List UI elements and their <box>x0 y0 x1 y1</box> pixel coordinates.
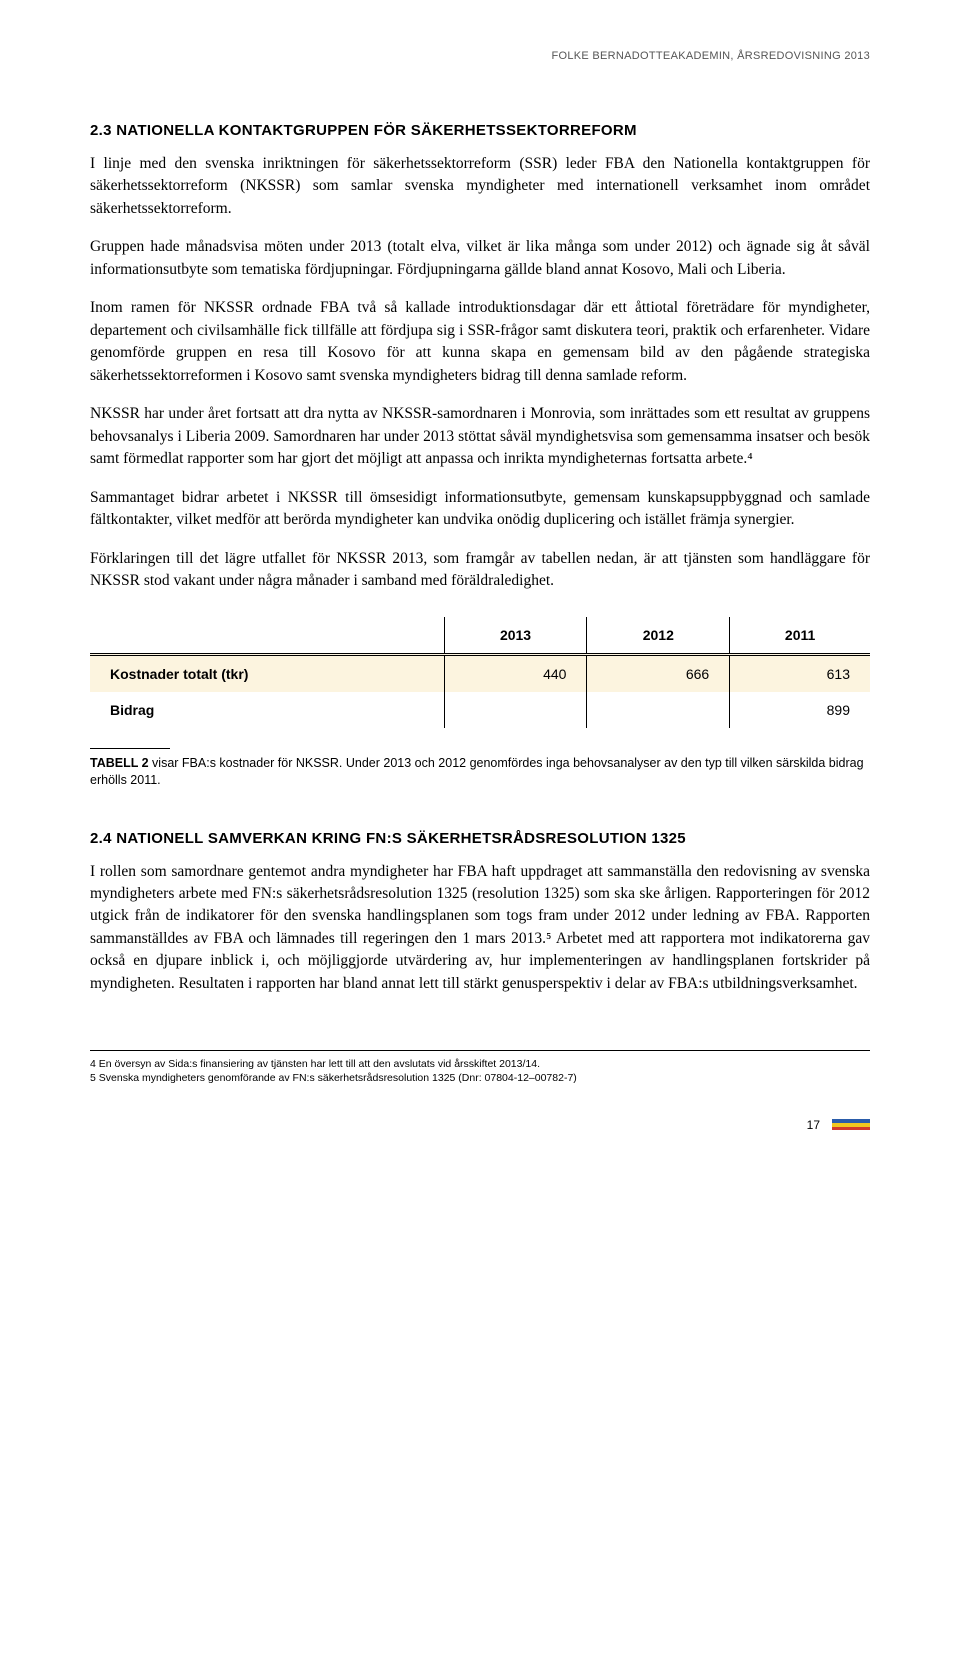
section-2-3-heading: 2.3 NATIONELLA KONTAKTGRUPPEN FÖR SÄKERH… <box>90 122 870 139</box>
section-2-3-p5: Sammantaget bidrar arbetet i NKSSR till … <box>90 487 870 532</box>
section-2-4-heading: 2.4 NATIONELL SAMVERKAN KRING FN:S SÄKER… <box>90 830 870 847</box>
flag-bar-3 <box>832 1127 870 1131</box>
cell-label: Kostnader totalt (tkr) <box>90 654 444 692</box>
section-2-3-p6: Förklaringen till det lägre utfallet för… <box>90 548 870 593</box>
flag-icon <box>832 1119 870 1130</box>
col-blank <box>90 617 444 655</box>
table-header-row: 2013 2012 2011 <box>90 617 870 655</box>
section-2-3-p1: I linje med den svenska inriktningen för… <box>90 153 870 220</box>
col-2011: 2011 <box>730 617 870 655</box>
footnote-5: 5 Svenska myndigheters genomförande av F… <box>90 1071 870 1085</box>
col-2012: 2012 <box>587 617 730 655</box>
table-caption-label: TABELL 2 <box>90 756 149 770</box>
section-2-3-p4: NKSSR har under året fortsatt att dra ny… <box>90 403 870 470</box>
table-row: Kostnader totalt (tkr) 440 666 613 <box>90 654 870 692</box>
page-header: FOLKE BERNADOTTEAKADEMIN, ÅRSREDOVISNING… <box>90 50 870 62</box>
cell-2011: 899 <box>730 692 870 728</box>
cell-2012: 666 <box>587 654 730 692</box>
table-caption: TABELL 2 visar FBA:s kostnader för NKSSR… <box>90 755 870 790</box>
section-2-3-p2: Gruppen hade månadsvisa möten under 2013… <box>90 236 870 281</box>
cell-2013: 440 <box>444 654 587 692</box>
col-2013: 2013 <box>444 617 587 655</box>
cost-table: 2013 2012 2011 Kostnader totalt (tkr) 44… <box>90 617 870 728</box>
footnote-rule <box>90 1050 870 1051</box>
cell-label: Bidrag <box>90 692 444 728</box>
table-row: Bidrag 899 <box>90 692 870 728</box>
section-2-3-p3: Inom ramen för NKSSR ordnade FBA två så … <box>90 297 870 387</box>
page-footer: 17 <box>90 1116 870 1134</box>
cell-2011: 613 <box>730 654 870 692</box>
table-caption-text: visar FBA:s kostnader för NKSSR. Under 2… <box>90 756 864 788</box>
page-number: 17 <box>807 1118 820 1132</box>
section-2-4-p1: I rollen som samordnare gentemot andra m… <box>90 861 870 996</box>
cell-2013 <box>444 692 587 728</box>
cell-2012 <box>587 692 730 728</box>
caption-rule <box>90 748 170 749</box>
footnote-4: 4 En översyn av Sida:s finansiering av t… <box>90 1057 870 1071</box>
